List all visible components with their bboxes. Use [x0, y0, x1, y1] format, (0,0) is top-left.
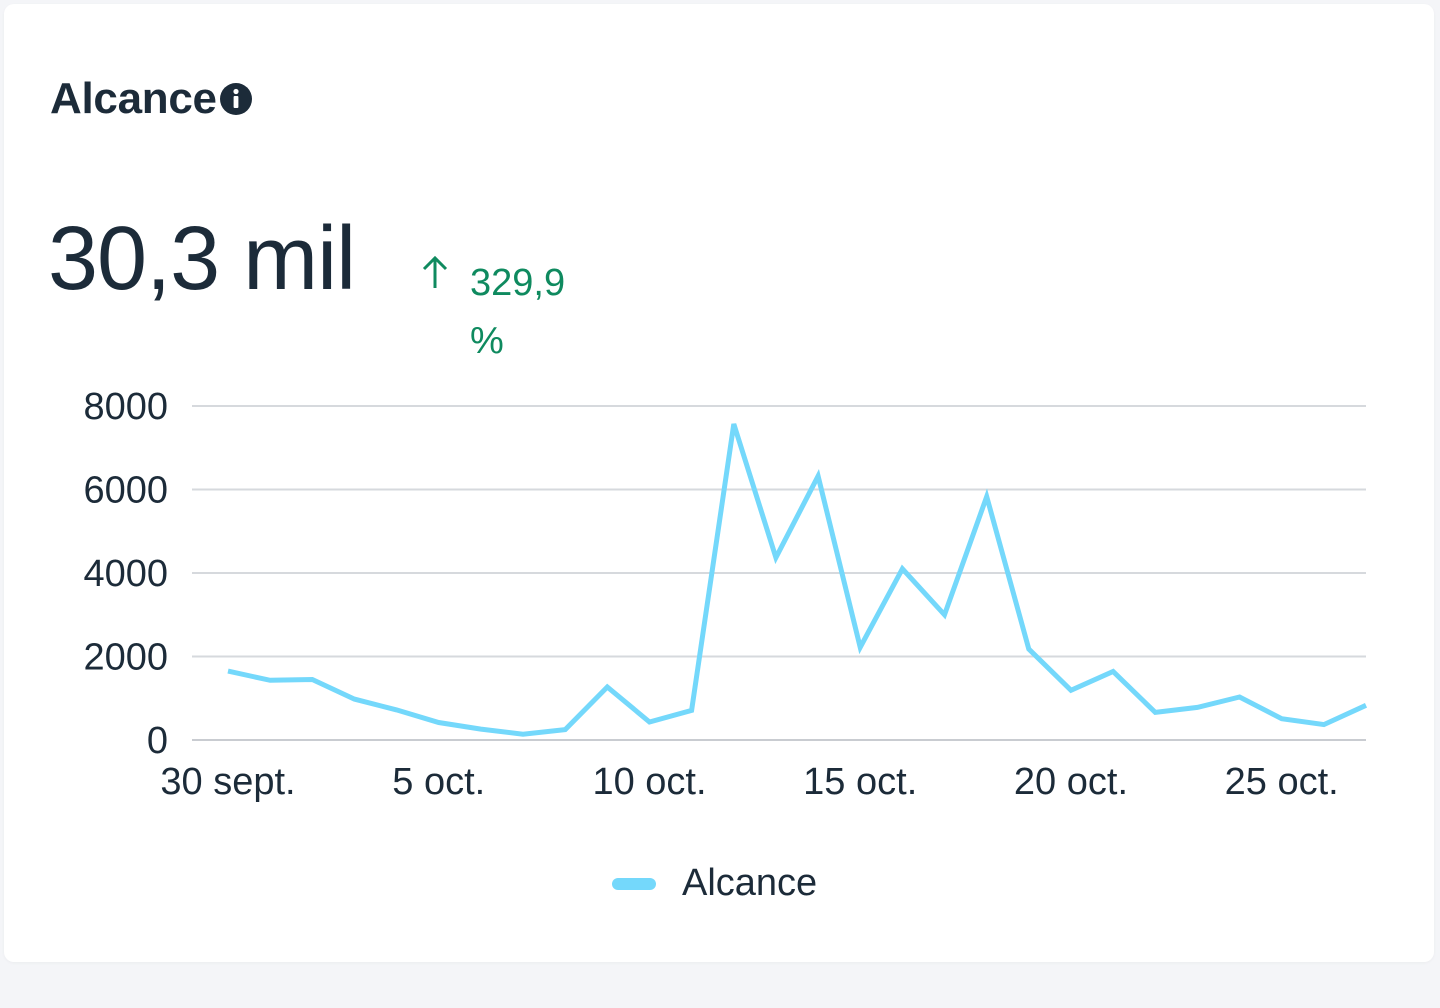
y-tick-label: 0 — [147, 720, 168, 762]
data-point[interactable] — [556, 721, 574, 739]
series-line-alcance[interactable] — [227, 423, 1368, 737]
data-point[interactable] — [1020, 640, 1038, 658]
y-tick-label: 2000 — [83, 637, 168, 679]
data-point[interactable] — [1315, 716, 1333, 734]
arrow-up-icon — [422, 255, 448, 288]
x-tick-label: 20 oct. — [1014, 761, 1128, 803]
data-point[interactable] — [514, 725, 532, 743]
info-icon[interactable] — [219, 82, 253, 116]
data-point[interactable] — [598, 678, 616, 696]
x-tick-label: 10 oct. — [592, 761, 706, 803]
delta-value: 329,9 % — [470, 262, 566, 362]
data-point[interactable] — [1357, 696, 1375, 714]
data-point[interactable] — [1273, 710, 1291, 728]
card-title: Alcance — [50, 74, 217, 123]
x-axis-ticks: 30 sept. 5 oct. 10 oct. 15 oct. 20 oct. 25 oc… — [160, 761, 1338, 803]
data-point[interactable] — [219, 662, 237, 680]
x-tick-label: 30 sept. — [160, 761, 295, 803]
data-point[interactable] — [1146, 703, 1164, 721]
data-point[interactable] — [388, 701, 406, 719]
data-point[interactable] — [851, 638, 869, 656]
legend-swatch — [612, 877, 656, 890]
data-point[interactable] — [936, 606, 954, 624]
data-point[interactable] — [303, 670, 321, 688]
series-layer — [219, 415, 1375, 743]
legend-label: Alcance — [682, 862, 818, 904]
data-point[interactable] — [430, 713, 448, 731]
reach-card — [4, 4, 1434, 962]
data-point[interactable] — [1062, 681, 1080, 699]
data-point[interactable] — [1104, 663, 1122, 681]
y-tick-label: 8000 — [83, 386, 168, 428]
data-point[interactable] — [472, 720, 490, 738]
metric-value: 30,3 mil — [48, 209, 356, 309]
y-tick-label: 6000 — [83, 470, 168, 512]
x-tick-label: 15 oct. — [803, 761, 917, 803]
y-tick-label: 4000 — [83, 553, 168, 595]
data-point[interactable] — [978, 488, 996, 506]
data-point[interactable] — [261, 671, 279, 689]
x-tick-label: 5 oct. — [392, 761, 485, 803]
data-point[interactable] — [1188, 698, 1206, 716]
data-point[interactable] — [345, 690, 363, 708]
x-tick-label: 25 oct. — [1225, 761, 1339, 803]
data-point[interactable] — [767, 549, 785, 567]
data-point[interactable] — [640, 713, 658, 731]
chart-legend[interactable]: Alcance — [612, 862, 817, 905]
card-header: Alcance — [50, 74, 253, 124]
y-axis-ticks: 0 2000 4000 6000 8000 — [83, 386, 168, 762]
data-point[interactable] — [893, 560, 911, 578]
grid-lines — [192, 405, 1366, 741]
data-point[interactable] — [809, 467, 827, 485]
data-point[interactable] — [683, 701, 701, 719]
data-point[interactable] — [725, 415, 743, 433]
data-point[interactable] — [1231, 688, 1249, 706]
